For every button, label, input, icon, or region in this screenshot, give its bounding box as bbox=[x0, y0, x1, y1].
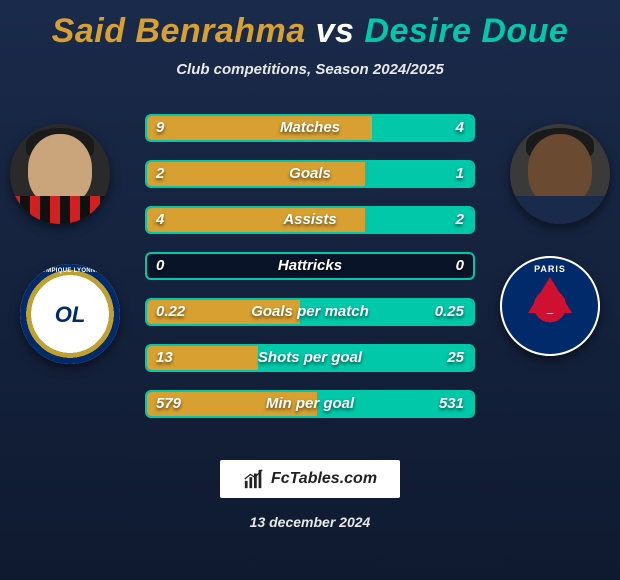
stat-row: Shots per goal1325 bbox=[60, 336, 560, 382]
title-vs: vs bbox=[306, 12, 365, 50]
site-logo: FcTables.com bbox=[220, 460, 400, 498]
stat-value-left: 4 bbox=[156, 206, 164, 234]
stat-bar-left bbox=[147, 208, 365, 232]
stat-bar-right bbox=[258, 346, 473, 370]
stat-value-left: 579 bbox=[156, 390, 181, 418]
subtitle: Club competitions, Season 2024/2025 bbox=[0, 61, 620, 78]
stat-row: Hattricks00 bbox=[60, 244, 560, 290]
stat-row: Goals per match0.220.25 bbox=[60, 290, 560, 336]
stat-value-right: 1 bbox=[456, 160, 464, 188]
site-logo-text: FcTables.com bbox=[271, 470, 377, 488]
stats-list: Matches94Goals21Assists42Hattricks00Goal… bbox=[0, 106, 620, 428]
stat-bar-track bbox=[145, 252, 475, 280]
stat-value-left: 0.22 bbox=[156, 298, 185, 326]
stat-row: Matches94 bbox=[60, 106, 560, 152]
date-label: 13 december 2024 bbox=[0, 514, 620, 530]
title-player1: Said Benrahma bbox=[52, 12, 306, 50]
stat-value-left: 13 bbox=[156, 344, 173, 372]
stat-row: Goals21 bbox=[60, 152, 560, 198]
stat-bar-track bbox=[145, 160, 475, 188]
stat-bar-left bbox=[147, 116, 372, 140]
stat-value-right: 25 bbox=[447, 344, 464, 372]
stat-bar-track bbox=[145, 390, 475, 418]
stat-bar-track bbox=[145, 206, 475, 234]
stat-value-right: 0.25 bbox=[435, 298, 464, 326]
stat-value-left: 2 bbox=[156, 160, 164, 188]
stat-bar-track bbox=[145, 344, 475, 372]
stat-row: Assists42 bbox=[60, 198, 560, 244]
stat-bar-track bbox=[145, 298, 475, 326]
stat-bar-track bbox=[145, 114, 475, 142]
stat-value-right: 2 bbox=[456, 206, 464, 234]
stat-value-right: 4 bbox=[456, 114, 464, 142]
title: Said Benrahma vs Desire Doue bbox=[0, 0, 620, 51]
title-player2: Desire Doue bbox=[364, 12, 568, 50]
stat-value-right: 0 bbox=[456, 252, 464, 280]
stat-value-left: 0 bbox=[156, 252, 164, 280]
comparison-card: Said Benrahma vs Desire Doue Club compet… bbox=[0, 0, 620, 580]
stat-value-left: 9 bbox=[156, 114, 164, 142]
stat-value-right: 531 bbox=[439, 390, 464, 418]
stat-bar-left bbox=[147, 162, 365, 186]
stat-row: Min per goal579531 bbox=[60, 382, 560, 428]
chart-icon bbox=[243, 468, 265, 490]
